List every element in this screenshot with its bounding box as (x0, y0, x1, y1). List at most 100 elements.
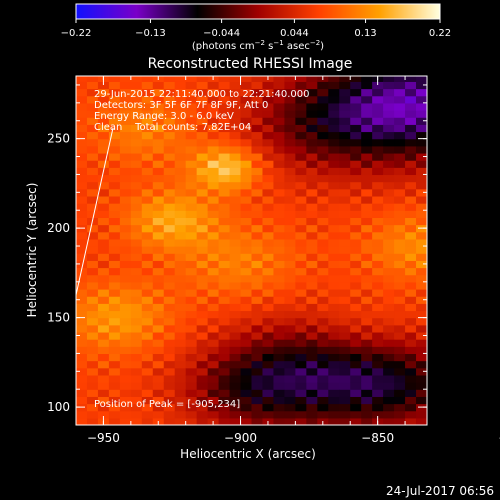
heatmap-cell (273, 181, 286, 190)
heatmap-cell (273, 410, 286, 419)
heatmap-cell (163, 195, 176, 204)
heatmap-cell (108, 260, 121, 269)
heatmap-cell (372, 396, 384, 405)
heatmap-cell (251, 152, 264, 161)
info-line: Energy Range: 3.0 - 6.0 keV (94, 111, 234, 122)
heatmap-cell (251, 417, 264, 425)
heatmap-cell (284, 81, 296, 90)
heatmap-cell (306, 288, 318, 297)
heatmap-cell (328, 152, 340, 161)
heatmap-cell (185, 76, 198, 82)
heatmap-cell (328, 174, 340, 183)
heatmap-cell (273, 281, 286, 290)
heatmap-cell (416, 353, 427, 362)
heatmap-cell (130, 281, 143, 290)
heatmap-cell (350, 188, 362, 197)
heatmap-cell (350, 76, 362, 82)
heatmap-cell (97, 360, 110, 369)
heatmap-cell (86, 374, 99, 383)
heatmap-cell (163, 382, 176, 390)
heatmap-cell (416, 195, 427, 204)
heatmap-cell (240, 403, 253, 412)
heatmap-cell (174, 88, 187, 97)
heatmap-cell (361, 346, 373, 355)
heatmap-cell (218, 403, 231, 412)
heatmap-cell (174, 389, 187, 397)
heatmap-cell (328, 131, 340, 140)
heatmap-cell (273, 260, 286, 269)
heatmap-cell (405, 417, 417, 425)
heatmap-cell (86, 303, 99, 312)
heatmap-cell (174, 81, 187, 90)
heatmap-cell (240, 238, 253, 247)
heatmap-cell (317, 203, 329, 211)
heatmap-cell (141, 231, 154, 240)
heatmap-cell (119, 281, 132, 290)
heatmap-cell (196, 346, 209, 355)
heatmap-cell (295, 102, 307, 111)
heatmap-cell (130, 288, 143, 297)
heatmap-cell (76, 160, 88, 168)
heatmap-cell (185, 303, 198, 312)
colorbar-tick-label: 0.044 (280, 28, 309, 39)
colorbar-tick-label: −0.044 (203, 28, 240, 39)
heatmap-cell (196, 188, 209, 197)
heatmap-cell (262, 231, 275, 240)
heatmap-cell (163, 281, 176, 290)
chart-title: Reconstructed RHESSI Image (148, 56, 353, 72)
heatmap-cell (108, 253, 121, 261)
heatmap-cell (416, 203, 427, 211)
heatmap-cell (350, 131, 362, 140)
heatmap-cell (108, 195, 121, 204)
heatmap-cell (317, 88, 329, 97)
heatmap-cell (405, 203, 417, 211)
heatmap-cell (328, 403, 340, 412)
heatmap-cell (207, 324, 220, 333)
heatmap-cell (317, 410, 329, 419)
heatmap-cell (273, 382, 286, 390)
heatmap-cell (251, 324, 264, 333)
heatmap-cell (76, 310, 88, 319)
heatmap-cell (119, 417, 132, 425)
heatmap-cell (218, 81, 231, 90)
heatmap-cell (405, 210, 417, 218)
heatmap-cell (262, 152, 275, 161)
heatmap-cell (383, 353, 395, 362)
heatmap-cell (306, 360, 318, 369)
heatmap-cell (196, 152, 209, 161)
heatmap-cell (383, 138, 395, 147)
heatmap-cell (218, 296, 231, 304)
heatmap-cell (108, 110, 121, 118)
heatmap-cell (130, 217, 143, 226)
heatmap-cell (383, 246, 395, 254)
peak-position-label: Position of Peak = [-905,234] (94, 399, 240, 410)
heatmap-cell (76, 95, 88, 104)
heatmap-cell (306, 131, 318, 140)
heatmap-cell (185, 210, 198, 218)
heatmap-cell (185, 145, 198, 154)
heatmap-cell (119, 267, 132, 276)
heatmap-cell (350, 253, 362, 261)
heatmap-cell (350, 160, 362, 168)
heatmap-cell (108, 296, 121, 304)
heatmap-cell (152, 167, 165, 176)
heatmap-cell (394, 124, 406, 133)
heatmap-cell (174, 331, 187, 340)
heatmap-cell (394, 102, 406, 111)
heatmap-cell (152, 81, 165, 90)
heatmap-cell (361, 110, 373, 118)
heatmap-cell (306, 281, 318, 290)
heatmap-cell (317, 81, 329, 90)
heatmap-cell (317, 281, 329, 290)
heatmap-cell (76, 110, 88, 118)
heatmap-cell (207, 296, 220, 304)
heatmap-cell (130, 188, 143, 197)
heatmap-cell (339, 210, 351, 218)
heatmap-cell (339, 303, 351, 312)
heatmap-cell (240, 102, 253, 111)
heatmap-cell (416, 217, 427, 226)
heatmap-cell (416, 188, 427, 197)
heatmap-cell (306, 124, 318, 133)
heatmap-cell (86, 367, 99, 376)
heatmap-cell (207, 353, 220, 362)
